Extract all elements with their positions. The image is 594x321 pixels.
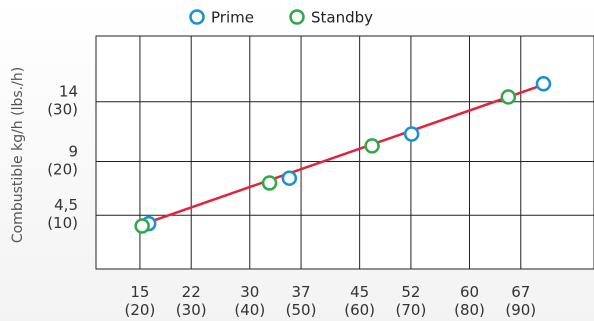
prime-point bbox=[403, 126, 420, 142]
data-points bbox=[134, 76, 552, 234]
y-tick-sublabel: (20) bbox=[47, 160, 78, 178]
x-tick-sublabel: (50) bbox=[286, 301, 317, 319]
y-tick-label: 4,5 bbox=[54, 196, 78, 214]
x-tick-sublabel: (30) bbox=[176, 301, 207, 319]
x-tick-sublabel: (70) bbox=[396, 301, 427, 319]
standby-point bbox=[500, 89, 517, 105]
x-tick-label: 60 bbox=[460, 283, 479, 301]
x-tick-label: 22 bbox=[182, 283, 201, 301]
x-tick-label: 15 bbox=[130, 283, 149, 301]
y-tick-sublabel: (10) bbox=[47, 214, 78, 232]
x-tick-sublabel: (20) bbox=[125, 301, 156, 319]
standby-point bbox=[134, 218, 150, 234]
x-tick-label: 52 bbox=[401, 283, 420, 301]
legend-prime-marker bbox=[189, 9, 205, 25]
x-tick-label: 37 bbox=[292, 283, 311, 301]
standby-point bbox=[261, 175, 278, 191]
prime-point bbox=[535, 76, 552, 92]
trend-line bbox=[140, 83, 544, 226]
plot-area bbox=[96, 36, 594, 269]
x-tick-sublabel: (80) bbox=[454, 301, 485, 319]
y-tick-label: 14 bbox=[59, 83, 78, 101]
x-tick-sublabel: (60) bbox=[344, 301, 375, 319]
x-tick-sublabel: (40) bbox=[234, 301, 265, 319]
legend-standby-marker bbox=[289, 9, 305, 25]
x-tick-label: 67 bbox=[511, 283, 530, 301]
legend-standby-label: Standby bbox=[311, 9, 373, 27]
x-tick-label: 45 bbox=[350, 283, 369, 301]
x-tick-label: 30 bbox=[240, 283, 259, 301]
prime-point bbox=[281, 170, 298, 186]
x-tick-sublabel: (90) bbox=[505, 301, 536, 319]
grid bbox=[95, 35, 594, 270]
y-axis-label: Combustible kg/h (lbs./h) bbox=[10, 67, 26, 243]
y-axis-ticks: 4,5(10) 9(20) 14(30) bbox=[47, 83, 78, 233]
trend-line-group bbox=[140, 83, 544, 226]
y-tick-label: 9 bbox=[68, 142, 78, 160]
x-axis-ticks: 15(20) 22(30) 30(40) 37(50) 45(60) 52(70) 60(8… bbox=[125, 283, 537, 319]
plot-border bbox=[95, 35, 594, 270]
y-tick-sublabel: (30) bbox=[47, 101, 78, 119]
legend: Prime Standby bbox=[189, 9, 373, 27]
legend-prime-label: Prime bbox=[211, 9, 254, 27]
plot-background bbox=[96, 36, 594, 269]
standby-point bbox=[364, 138, 380, 154]
